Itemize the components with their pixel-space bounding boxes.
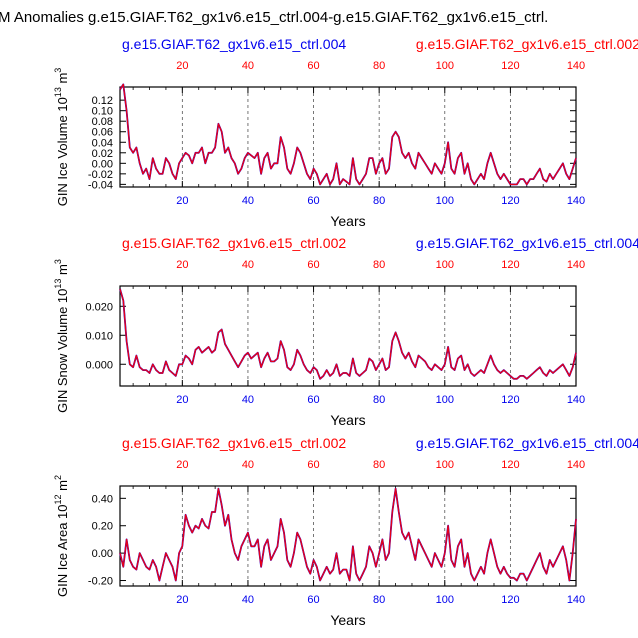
y-tick-label: 0.04	[92, 137, 113, 149]
y-tick-label: 0.40	[92, 493, 113, 505]
x-tick-label-top: 20	[176, 259, 188, 271]
panel-1: g.e15.GIAF.T62_gx1v6.e15_ctrl.004 g.e15.G…	[53, 36, 638, 229]
x-tick-label-top: 60	[307, 459, 319, 471]
y-tick-label: 0.000	[85, 359, 113, 371]
x-axis-title: Years	[330, 612, 365, 628]
x-tick-label-top: 140	[567, 60, 585, 72]
y-tick-label: 0.10	[92, 106, 113, 118]
x-tick-label-bottom: 80	[373, 594, 385, 606]
y-axis-title-part: m	[55, 264, 70, 278]
y-tick-label: -0.04	[88, 179, 113, 191]
panel-3: g.e15.GIAF.T62_gx1v6.e15_ctrl.002 g.e15.G…	[53, 435, 638, 628]
main-title: M Anomalies g.e15.GIAF.T62_gx1v6.e15_ctr…	[0, 9, 548, 26]
x-tick-label-top: 60	[307, 259, 319, 271]
y-axis-title-part: GIN Ice Volume 10	[55, 97, 70, 206]
series-line-case-b	[119, 83, 577, 186]
y-tick-label: 0.08	[92, 116, 113, 128]
series-line-case-b	[119, 288, 577, 380]
x-tick-label-top: 100	[436, 60, 454, 72]
plot-frame	[119, 485, 577, 587]
y-tick-label: 0.020	[85, 301, 113, 313]
series-line-case-a	[119, 83, 577, 186]
y-axis-title-part: 12	[53, 494, 63, 504]
legend-label-left: g.e15.GIAF.T62_gx1v6.e15_ctrl.002	[122, 235, 346, 251]
y-axis-title: GIN Snow Volume 1013 m3	[53, 259, 70, 413]
x-tick-label-bottom: 120	[501, 195, 519, 207]
x-axis-title: Years	[330, 213, 365, 229]
x-tick-label-top: 20	[176, 60, 188, 72]
x-tick-label-bottom: 100	[436, 195, 454, 207]
series-line-case-a	[119, 288, 577, 380]
legend-label-left: g.e15.GIAF.T62_gx1v6.e15_ctrl.004	[122, 36, 346, 52]
y-axis-title-part: 3	[53, 68, 63, 73]
x-tick-label-top: 40	[242, 259, 254, 271]
x-tick-label-top: 20	[176, 459, 188, 471]
y-axis-title-part: 13	[53, 279, 63, 289]
x-tick-label-bottom: 40	[242, 394, 254, 406]
legend-label-right: g.e15.GIAF.T62_gx1v6.e15_ctrl.004	[416, 235, 638, 251]
y-tick-label: 0.02	[92, 148, 113, 160]
x-tick-label-top: 120	[501, 259, 519, 271]
plot-frame	[119, 285, 577, 387]
y-axis-title-part: m	[55, 73, 70, 87]
x-tick-label-bottom: 60	[307, 195, 319, 207]
x-tick-label-bottom: 40	[242, 195, 254, 207]
y-tick-label: 0.00	[92, 158, 113, 170]
y-tick-label: 0.12	[92, 95, 113, 107]
x-tick-label-top: 80	[373, 259, 385, 271]
x-tick-label-bottom: 120	[501, 394, 519, 406]
x-tick-label-bottom: 20	[176, 394, 188, 406]
y-axis-title-part: 13	[53, 87, 63, 97]
x-tick-label-bottom: 120	[501, 594, 519, 606]
legend-label-right: g.e15.GIAF.T62_gx1v6.e15_ctrl.004	[416, 435, 638, 451]
y-tick-label: -0.02	[88, 169, 113, 181]
x-tick-label-bottom: 100	[436, 594, 454, 606]
x-tick-label-bottom: 60	[307, 394, 319, 406]
legend-label-left: g.e15.GIAF.T62_gx1v6.e15_ctrl.002	[122, 435, 346, 451]
y-axis-title: GIN Ice Area 1012 m2	[53, 475, 70, 597]
x-tick-label-bottom: 20	[176, 195, 188, 207]
y-axis-title: GIN Ice Volume 1013 m3	[53, 68, 70, 207]
x-tick-label-bottom: 80	[373, 195, 385, 207]
x-tick-label-top: 80	[373, 60, 385, 72]
x-tick-label-top: 40	[242, 60, 254, 72]
x-tick-label-bottom: 140	[567, 594, 585, 606]
x-tick-label-top: 140	[567, 459, 585, 471]
x-tick-label-bottom: 100	[436, 394, 454, 406]
y-tick-label: 0.010	[85, 330, 113, 342]
y-tick-label: 0.20	[92, 521, 113, 533]
y-axis-title-part: 2	[53, 475, 63, 480]
y-axis-title-part: 3	[53, 259, 63, 264]
x-tick-label-top: 80	[373, 459, 385, 471]
x-axis-title: Years	[330, 412, 365, 428]
y-axis-title-part: m	[55, 480, 70, 494]
y-axis-title-part: GIN Ice Area 10	[55, 504, 70, 597]
x-tick-label-top: 40	[242, 459, 254, 471]
plot-frame	[119, 86, 577, 188]
series-line-case-b	[119, 488, 577, 582]
x-tick-label-top: 100	[436, 459, 454, 471]
y-tick-label: 0.06	[92, 127, 113, 139]
x-tick-label-bottom: 140	[567, 394, 585, 406]
x-tick-label-bottom: 80	[373, 394, 385, 406]
x-tick-label-top: 100	[436, 259, 454, 271]
x-tick-label-bottom: 20	[176, 594, 188, 606]
x-tick-label-top: 120	[501, 459, 519, 471]
y-axis-title-part: GIN Snow Volume 10	[55, 289, 70, 413]
x-tick-label-top: 60	[307, 60, 319, 72]
x-tick-label-bottom: 140	[567, 195, 585, 207]
panel-2: g.e15.GIAF.T62_gx1v6.e15_ctrl.002 g.e15.G…	[53, 235, 638, 428]
x-tick-label-top: 140	[567, 259, 585, 271]
x-tick-label-bottom: 60	[307, 594, 319, 606]
y-tick-label: -0.20	[88, 576, 113, 588]
series-line-case-a	[119, 487, 577, 582]
legend-label-right: g.e15.GIAF.T62_gx1v6.e15_ctrl.002	[416, 36, 638, 52]
x-tick-label-top: 120	[501, 60, 519, 72]
x-tick-label-bottom: 40	[242, 594, 254, 606]
y-tick-label: 0.00	[92, 548, 113, 560]
